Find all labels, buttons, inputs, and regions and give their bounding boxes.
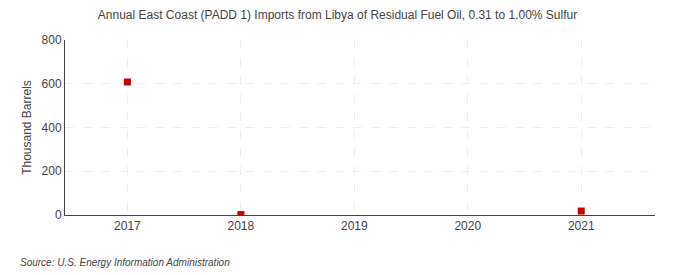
svg-text:2020: 2020 bbox=[454, 219, 481, 233]
svg-text:600: 600 bbox=[42, 77, 62, 91]
svg-text:2021: 2021 bbox=[568, 219, 595, 233]
svg-text:0: 0 bbox=[55, 208, 62, 222]
svg-text:200: 200 bbox=[42, 164, 62, 178]
svg-text:800: 800 bbox=[42, 33, 62, 47]
svg-text:Source: U.S. Energy Informatio: Source: U.S. Energy Information Administ… bbox=[20, 257, 230, 268]
svg-text:2017: 2017 bbox=[114, 219, 141, 233]
svg-text:2019: 2019 bbox=[341, 219, 368, 233]
svg-text:400: 400 bbox=[42, 121, 62, 135]
svg-text:2018: 2018 bbox=[228, 219, 255, 233]
svg-text:Annual East Coast (PADD 1) Imp: Annual East Coast (PADD 1) Imports from … bbox=[98, 8, 577, 22]
svg-text:Thousand Barrels: Thousand Barrels bbox=[20, 80, 34, 175]
